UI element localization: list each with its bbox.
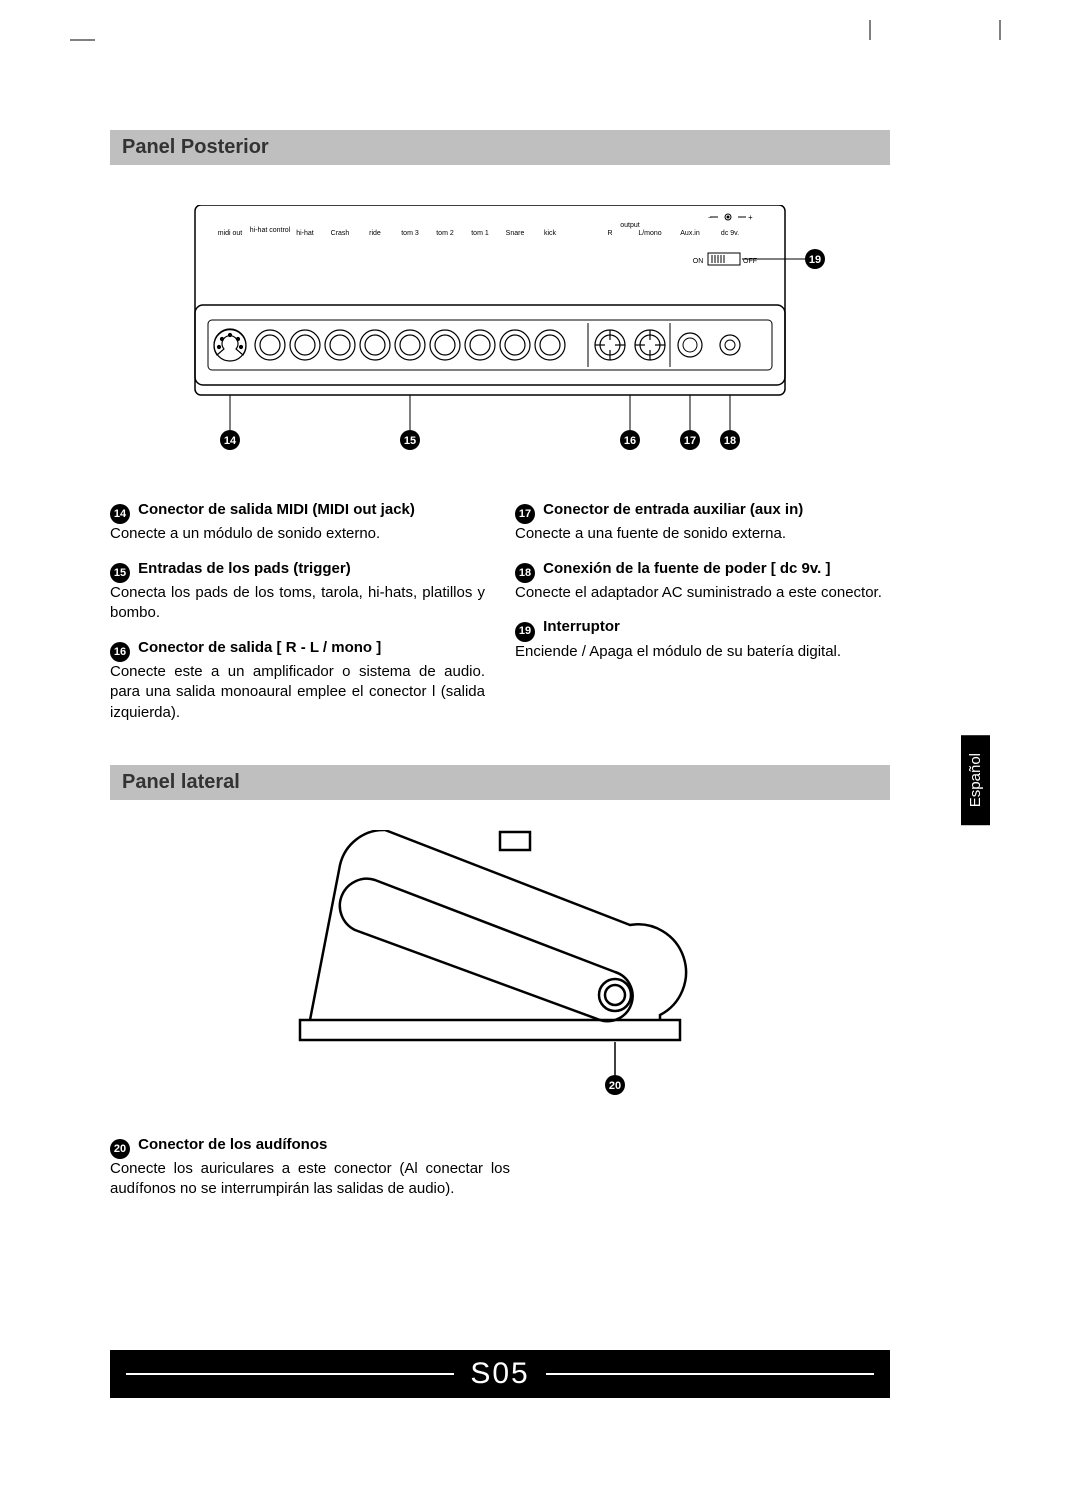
right-column: 17 Conector de entrada auxiliar (aux in)… [515, 500, 890, 737]
section-heading-rear: Panel Posterior [110, 130, 890, 165]
callout-19: 19 [515, 622, 535, 642]
svg-text:L/mono: L/mono [638, 230, 661, 237]
section-heading-side: Panel lateral [110, 765, 890, 800]
svg-text:Aux.in: Aux.in [680, 230, 700, 237]
svg-text:14: 14 [224, 435, 237, 447]
svg-text:kick: kick [544, 230, 557, 237]
page-footer: S05 [110, 1350, 890, 1398]
svg-text:15: 15 [404, 435, 416, 447]
svg-text:tom 1: tom 1 [471, 230, 489, 237]
svg-text:output: output [620, 222, 640, 229]
svg-text:16: 16 [624, 435, 636, 447]
language-tab: Español [961, 735, 990, 825]
callout-14: 14 [110, 504, 130, 524]
callout-16: 16 [110, 642, 130, 662]
callout-18: 18 [515, 563, 535, 583]
page-number: S05 [470, 1357, 529, 1391]
svg-text:ON: ON [693, 258, 704, 265]
svg-text:R: R [607, 230, 612, 237]
callout-20: 20 [110, 1139, 130, 1159]
svg-text:17: 17 [684, 435, 696, 447]
svg-text:hi-hat: hi-hat [296, 230, 314, 237]
side-panel-diagram: 20 [280, 830, 720, 1115]
svg-text:midi out: midi out [218, 230, 243, 237]
svg-text:Crash: Crash [331, 230, 350, 237]
callout-17: 17 [515, 504, 535, 524]
svg-text:18: 18 [724, 435, 736, 447]
svg-text:dc 9v.: dc 9v. [721, 230, 739, 237]
svg-text:+: + [748, 213, 753, 222]
svg-text:20: 20 [609, 1080, 621, 1092]
callout-15: 15 [110, 563, 130, 583]
left-column: 14 Conector de salida MIDI (MIDI out jac… [110, 500, 485, 737]
svg-text:19: 19 [809, 254, 821, 266]
bottom-item: 20 Conector de los audífonosConecte los … [110, 1135, 510, 1200]
svg-text:−: − [708, 213, 713, 222]
page-content: Panel Posterior midi out hi-hat control … [110, 130, 890, 1214]
svg-text:tom 3: tom 3 [401, 230, 419, 237]
description-columns: 14 Conector de salida MIDI (MIDI out jac… [110, 500, 890, 737]
svg-text:Snare: Snare [506, 230, 525, 237]
svg-text:hi-hat control: hi-hat control [250, 227, 291, 234]
svg-text:ride: ride [369, 230, 381, 237]
svg-text:tom 2: tom 2 [436, 230, 454, 237]
rear-panel-diagram: midi out hi-hat control hi-hat Crash rid… [190, 205, 810, 470]
